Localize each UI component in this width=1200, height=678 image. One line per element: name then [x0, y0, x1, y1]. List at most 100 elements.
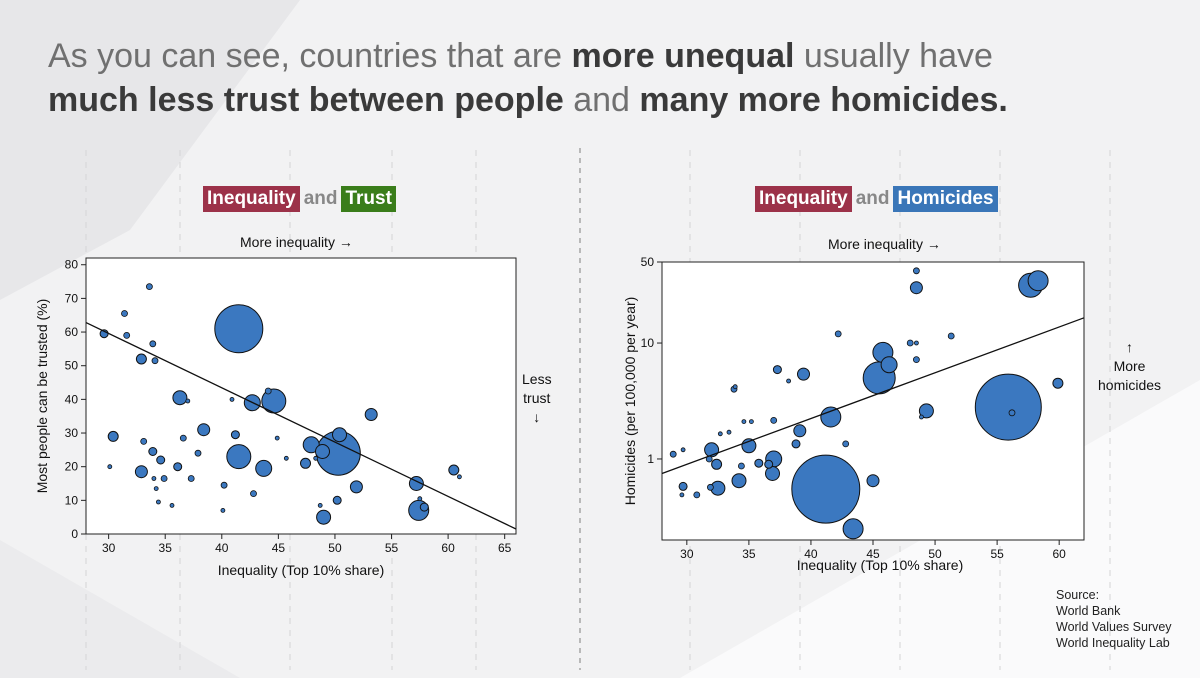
less-trust-note: Less trust ↓ [522, 371, 552, 425]
x-axis-label: Inequality (Top 10% share) [218, 562, 385, 578]
x-tick-label: 30 [680, 547, 694, 561]
trend-line [85, 322, 517, 530]
data-point [226, 444, 252, 470]
data-point [880, 356, 898, 374]
x-tick-label: 30 [102, 541, 116, 555]
plot-area: 30 35 40 45 50 55 60 1 10 50 [641, 255, 1085, 561]
data-point [772, 365, 782, 375]
data-point [140, 437, 148, 445]
title-tag-trust: Trust [341, 186, 396, 212]
x-tick-label: 45 [272, 541, 286, 555]
data-point [151, 357, 159, 365]
data-point [283, 455, 289, 461]
y-tick-label: 10 [65, 493, 79, 507]
y-axis-label: Most people can be trusted (%) [34, 299, 50, 494]
data-point [160, 475, 168, 482]
data-point [274, 435, 280, 441]
title-tag-homicides: Homicides [893, 186, 998, 212]
data-point [317, 502, 323, 508]
up-arrow-icon: ↑ [1126, 339, 1134, 355]
data-point [194, 449, 202, 457]
data-point [906, 339, 914, 347]
data-point [711, 458, 723, 470]
title-tag-inequality: Inequality [203, 186, 300, 212]
data-point [214, 304, 264, 354]
data-point [669, 450, 677, 458]
data-point [913, 340, 919, 346]
x-tick-label: 35 [742, 547, 756, 561]
data-point [255, 459, 273, 477]
data-point [153, 486, 159, 492]
title-and: and [303, 188, 338, 209]
data-point [947, 332, 955, 340]
x-tick-label: 45 [866, 547, 880, 561]
data-point [912, 356, 920, 363]
data-point [264, 387, 272, 395]
data-point [754, 458, 764, 468]
data-point [732, 384, 738, 390]
data-point [187, 475, 195, 482]
data-point [220, 481, 228, 489]
data-point [156, 455, 166, 465]
data-point [149, 340, 157, 348]
data-point [123, 332, 131, 339]
data-point [717, 431, 723, 437]
data-point [169, 502, 175, 508]
data-point [679, 492, 685, 498]
data-point [909, 281, 923, 295]
data-point [820, 406, 842, 428]
y-tick-label: 60 [65, 325, 79, 339]
data-point [866, 474, 880, 488]
data-point [107, 430, 119, 442]
y-tick-label: 20 [65, 460, 79, 474]
data-point [749, 419, 754, 425]
trust-scatter-chart: 30 35 40 45 50 55 60 65 0 10 20 30 40 50 60 70 80 Inequa… [34, 257, 517, 578]
data-point [349, 480, 363, 494]
data-point [148, 447, 158, 456]
data-point [764, 459, 774, 469]
data-point [300, 457, 311, 469]
data-point [316, 509, 332, 525]
data-point [738, 462, 745, 470]
data-point [121, 310, 128, 317]
source-label: Source: [1056, 588, 1100, 602]
y-tick-label: 30 [65, 426, 79, 440]
data-point [680, 447, 686, 453]
data-point [678, 481, 688, 491]
data-point [1052, 377, 1064, 389]
y-tick-label: 70 [65, 291, 79, 305]
data-point [693, 491, 701, 499]
data-point [230, 430, 240, 440]
y-tick-label: 50 [641, 255, 655, 269]
data-point [179, 434, 187, 442]
data-point [797, 367, 810, 381]
left-more-inequality-note: More inequality → [240, 234, 353, 250]
data-point [364, 408, 378, 421]
right-chart-title: Inequality and Homicides [755, 186, 998, 212]
data-point [834, 330, 842, 338]
data-point [912, 267, 920, 275]
data-point [974, 373, 1042, 441]
data-point [741, 419, 747, 425]
x-tick-label: 35 [159, 541, 173, 555]
y-tick-label: 50 [65, 359, 79, 373]
data-point [786, 378, 791, 384]
x-tick-label: 60 [441, 541, 455, 555]
title-and: and [855, 188, 890, 209]
data-point [793, 424, 807, 438]
x-tick-label: 40 [804, 547, 818, 561]
y-tick-label: 10 [641, 336, 655, 350]
data-point [332, 495, 342, 505]
trend-line [661, 317, 1085, 475]
data-point [172, 390, 188, 406]
data-point [731, 473, 747, 489]
data-point [313, 455, 319, 461]
data-point [918, 403, 934, 419]
source-item: World Bank [1056, 604, 1121, 618]
down-arrow-icon: ↓ [533, 409, 541, 425]
data-point [726, 429, 732, 435]
data-point [173, 462, 183, 472]
data-point [332, 427, 347, 443]
data-point [918, 414, 924, 420]
x-tick-label: 65 [498, 541, 512, 555]
